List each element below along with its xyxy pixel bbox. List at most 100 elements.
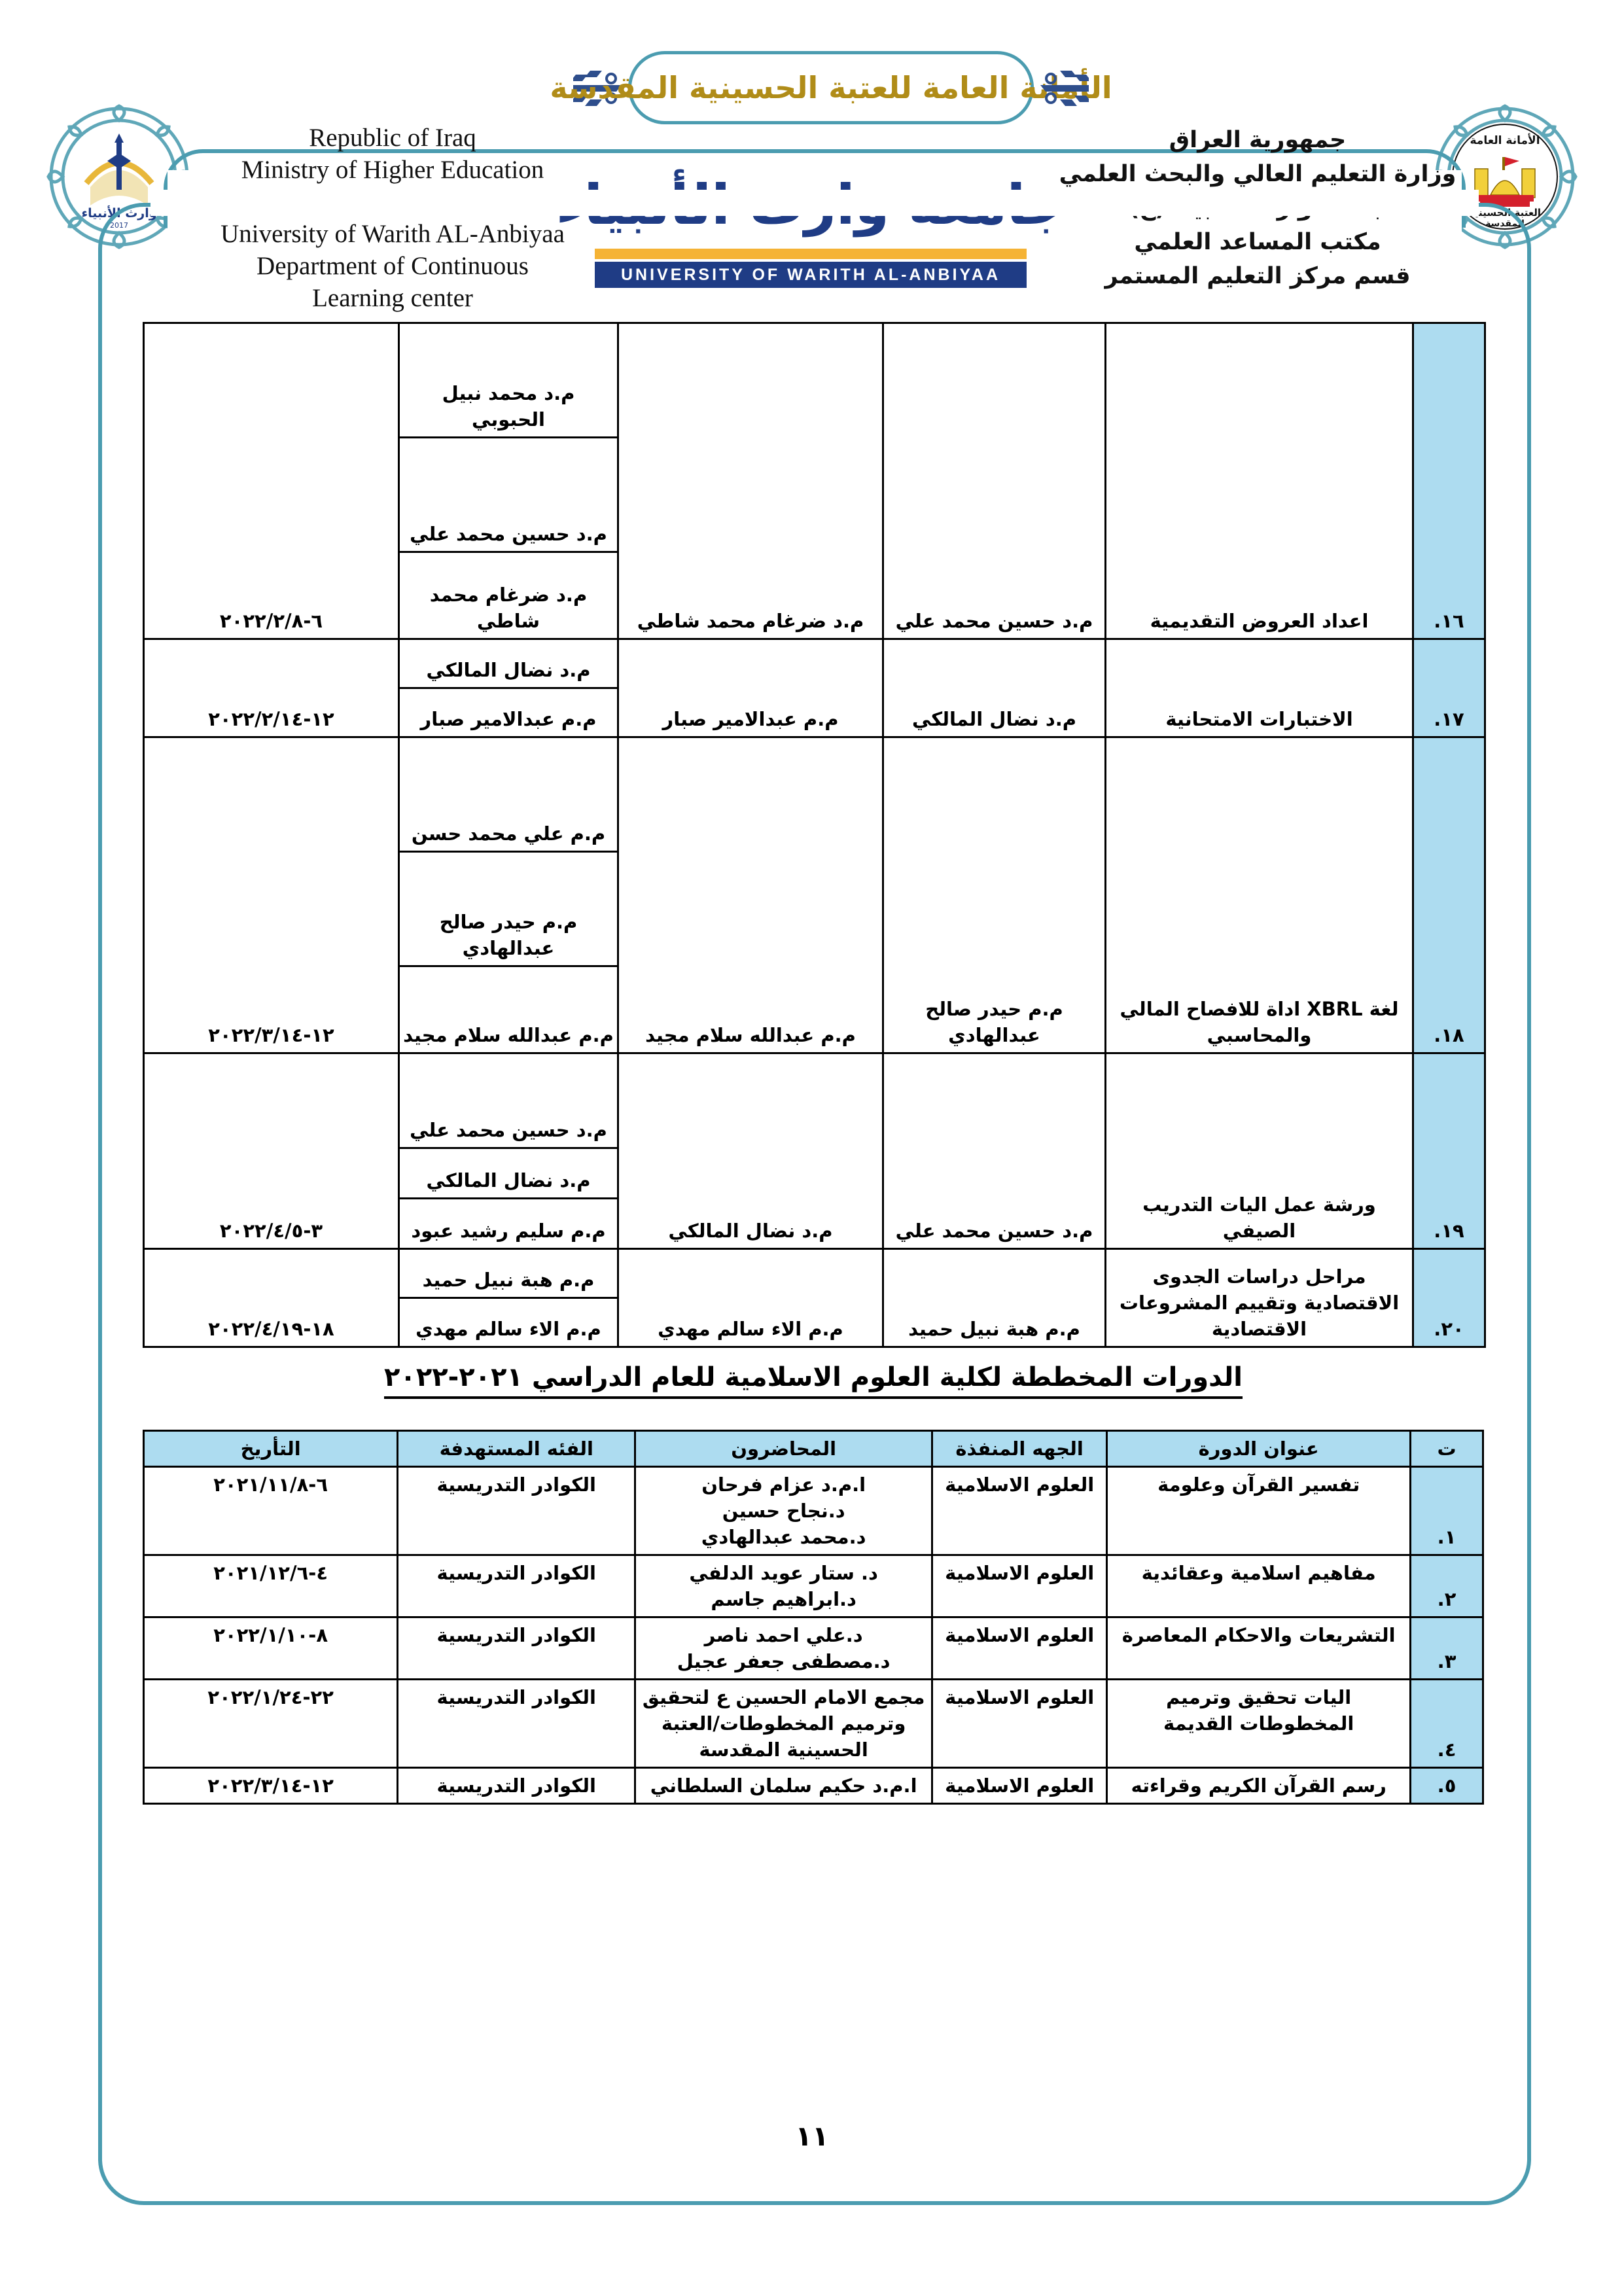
column-header-authority: الجهه المنفذة: [931, 1430, 1108, 1468]
logo-gold-bar: [595, 249, 1027, 259]
svg-text:2017: 2017: [110, 221, 128, 230]
target-group-item: م.د محمد نبيل الحبوبي: [400, 324, 617, 438]
table-row: ٤. اليات تحقيق وترميم المخطوطات القديمة …: [142, 1678, 1484, 1769]
target-group-item: م.م سليم رشيد عبود: [411, 1220, 606, 1242]
row-authority: العلوم الاسلامية: [931, 1466, 1108, 1556]
svg-text:وارث الأنبياء: وارث الأنبياء: [81, 205, 156, 221]
row-target-group: الكوادر التدريسية: [397, 1616, 637, 1680]
target-group-item: م.د ضرغام محمد شاطي: [429, 584, 588, 632]
header-en-line-5: Department of Continuous: [256, 252, 529, 280]
row-lecturers: م.م عبدالله سلام مجيد: [617, 736, 884, 1054]
row-authority: العلوم الاسلامية: [931, 1678, 1108, 1769]
header-en-line-6: Learning center: [312, 284, 473, 312]
target-group-item: م.م عبدالله سلام مجيد: [403, 1024, 614, 1046]
row-index: ٥.: [1409, 1767, 1484, 1805]
table-row: ٢. مفاهيم اسلامية وعقائدية العلوم الاسلا…: [142, 1554, 1484, 1618]
row-target-group: م.د حسين محمد علي م.د نضال المالكي م.م س…: [398, 1052, 619, 1250]
row-authority: العلوم الاسلامية: [931, 1554, 1108, 1618]
svg-text:المقدسة: المقدسة: [1485, 219, 1525, 229]
courses-table-continuation: ١٦. اعداد العروض التقديمية م.د حسين محمد…: [143, 322, 1486, 1348]
islamic-sciences-courses-table: ت عنوان الدورة الجهه المنفذة المحاضرون ا…: [142, 1430, 1484, 1805]
row-lecturers: م.م عبدالامير صبار: [617, 638, 884, 738]
row-index: ١٩.: [1412, 1052, 1486, 1250]
row-lecturers: د. ستار عويد الدلفي د.ابراهيم جاسم: [634, 1554, 934, 1618]
row-index: ١٦.: [1412, 322, 1486, 640]
row-date: ١٢-٢٠٢٢/٣/١٤: [143, 736, 400, 1054]
row-date: ١٨-٢٠٢٢/٤/١٩: [143, 1248, 400, 1348]
column-header-lecturers: المحاضرون: [634, 1430, 934, 1468]
header-arc-decoration: [164, 149, 1466, 228]
table-row: ٥. رسم القرآن الكريم وقراءته العلوم الاس…: [142, 1767, 1484, 1805]
row-title: التشريعات والاحكام المعاصرة: [1106, 1616, 1412, 1680]
row-authority: العلوم الاسلامية: [931, 1767, 1108, 1805]
target-group-item: م.م حيدر صالح عبدالهادي: [400, 851, 617, 967]
row-target-group: م.م هبة نبيل حميد م.م الاء سالم مهدي: [398, 1248, 619, 1348]
row-index: ٣.: [1409, 1616, 1484, 1680]
target-group-item: م.م عبدالامير صبار: [420, 708, 597, 730]
row-index: ٢٠.: [1412, 1248, 1486, 1348]
row-lecturers: ا.م.د حكيم سلمان السلطاني: [634, 1767, 934, 1805]
row-target-group: م.م علي محمد حسن م.م حيدر صالح عبدالهادي…: [398, 736, 619, 1054]
row-title: مفاهيم اسلامية وعقائدية: [1106, 1554, 1412, 1618]
table-row: ٢٠. مراحل دراسات الجدوى الاقتصادية وتقيي…: [143, 1248, 1486, 1348]
column-header-target-group: الفئه المستهدفة: [397, 1430, 637, 1468]
row-authority: م.د حسين محمد علي: [882, 1052, 1106, 1250]
header-english-block: Republic of Iraq Ministry of Higher Educ…: [196, 122, 589, 314]
target-group-item: م.م هبة نبيل حميد: [400, 1250, 617, 1299]
row-title: اعداد العروض التقديمية: [1104, 322, 1414, 640]
target-group-item: م.د نضال المالكي: [400, 640, 617, 689]
row-title: اليات تحقيق وترميم المخطوطات القديمة: [1106, 1678, 1412, 1769]
university-logo-english-name: UNIVERSITY OF WARITH AL-ANBIYAA: [595, 262, 1027, 288]
header-en-line-4: University of Warith AL-Anbiyaa: [221, 220, 565, 248]
row-lecturers: م.م الاء سالم مهدي: [617, 1248, 884, 1348]
row-authority: العلوم الاسلامية: [931, 1616, 1108, 1680]
row-index: ٢.: [1409, 1554, 1484, 1618]
row-index: ٤.: [1409, 1678, 1484, 1769]
row-date: ٤-٢٠٢١/١٢/٦: [142, 1554, 399, 1618]
row-target-group: الكوادر التدريسية: [397, 1554, 637, 1618]
row-date: ٦-٢٠٢٢/٢/٨: [143, 322, 400, 640]
plaque-body: الأمانة العامة للعتبة الحسينية المقدسة: [550, 51, 1114, 124]
plaque-calligraphy-text: الأمانة العامة للعتبة الحسينية المقدسة: [550, 70, 1113, 105]
row-target-group: م.د محمد نبيل الحبوبي م.د حسين محمد علي …: [398, 322, 619, 640]
header-ar-line-4: مكتب المساعد العلمي: [1134, 229, 1381, 255]
row-lecturers: د.علي احمد ناصر د.مصطفى جعفر عجيل: [634, 1616, 934, 1680]
row-title: مراحل دراسات الجدوى الاقتصادية وتقييم ال…: [1104, 1248, 1414, 1348]
target-group-item: م.د حسين محمد علي: [400, 437, 617, 553]
row-target-group: م.د نضال المالكي م.م عبدالامير صبار: [398, 638, 619, 738]
row-authority: م.د نضال المالكي: [882, 638, 1106, 738]
university-logo: جامعة وارث الأنبياء UNIVERSITY OF WARITH…: [556, 156, 1070, 300]
row-title: رسم القرآن الكريم وقراءته: [1106, 1767, 1412, 1805]
shrine-calligraphy-plaque: الأمانة العامة للعتبة الحسينية المقدسة: [550, 51, 1114, 124]
row-lecturers: م.د نضال المالكي: [617, 1052, 884, 1250]
target-group-item: م.م الاء سالم مهدي: [415, 1318, 601, 1340]
table-row: ١. تفسير القرآن وعلومة العلوم الاسلامية …: [142, 1466, 1484, 1556]
table-header-row: ت عنوان الدورة الجهه المنفذة المحاضرون ا…: [142, 1430, 1484, 1468]
frame-top-mask: [150, 190, 1479, 216]
row-target-group: الكوادر التدريسية: [397, 1678, 637, 1769]
svg-text:العتبة الحسينية: العتبة الحسينية: [1469, 207, 1541, 219]
page-number: ١١: [795, 2120, 829, 2152]
target-group-item: م.د نضال المالكي: [400, 1148, 617, 1199]
row-index: ١٨.: [1412, 736, 1486, 1054]
table-row: ١٨. لغة XBRL اداة للافصاح المالي والمحاس…: [143, 736, 1486, 1054]
header-ar-line-2: وزارة التعليم العالي والبحث العلمي: [1059, 161, 1456, 187]
section-title: الدورات المخططة لكلية العلوم الاسلامية ل…: [143, 1362, 1484, 1399]
section-title-text: الدورات المخططة لكلية العلوم الاسلامية ل…: [383, 1362, 1243, 1399]
row-date: ٨-٢٠٢٢/١/١٠: [142, 1616, 399, 1680]
row-title: الاختبارات الامتحانية: [1104, 638, 1414, 738]
column-header-date: التأريخ: [142, 1430, 399, 1468]
table-row: ١٩. ورشة عمل اليات التدريب الصيفي م.د حس…: [143, 1052, 1486, 1250]
row-authority: م.م هبة نبيل حميد: [882, 1248, 1106, 1348]
column-header-title: عنوان الدورة: [1106, 1430, 1412, 1468]
svg-text:الأمانة العامة: الأمانة العامة: [1470, 133, 1540, 147]
row-target-group: الكوادر التدريسية: [397, 1466, 637, 1556]
target-group-item: م.د حسين محمد علي: [400, 1054, 617, 1149]
row-date: ٣-٢٠٢٢/٤/٥: [143, 1052, 400, 1250]
row-date: ١٢-٢٠٢٢/٣/١٤: [142, 1767, 399, 1805]
row-authority: م.م حيدر صالح عبدالهادي: [882, 736, 1106, 1054]
row-lecturers: ا.م.د عزام فرحان د.نجاح حسين د.محمد عبدا…: [634, 1466, 934, 1556]
header-en-line-2: Ministry of Higher Education: [241, 156, 544, 184]
header-en-line-1: Republic of Iraq: [309, 124, 476, 152]
table-row: ١٦. اعداد العروض التقديمية م.د حسين محمد…: [143, 322, 1486, 640]
